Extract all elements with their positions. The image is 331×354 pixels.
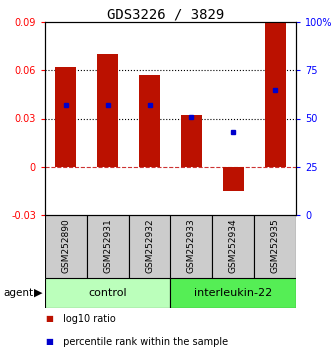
Bar	[56, 67, 76, 167]
Bar	[212, 215, 254, 278]
Text: percentile rank within the sample: percentile rank within the sample	[60, 337, 228, 347]
Text: ▶: ▶	[34, 288, 42, 298]
Bar	[97, 54, 118, 167]
Bar	[139, 75, 160, 167]
Text: GSM252932: GSM252932	[145, 218, 154, 273]
Text: GSM252890: GSM252890	[62, 218, 71, 273]
Text: ■: ■	[45, 337, 53, 346]
Text: log10 ratio: log10 ratio	[60, 314, 116, 324]
Text: GSM252935: GSM252935	[270, 218, 280, 273]
Bar	[45, 215, 87, 278]
Text: GSM252933: GSM252933	[187, 218, 196, 273]
Text: agent: agent	[3, 288, 33, 298]
Text: ■: ■	[45, 314, 53, 323]
Text: GSM252931: GSM252931	[103, 218, 112, 273]
Text: GDS3226 / 3829: GDS3226 / 3829	[107, 8, 224, 22]
Bar	[181, 115, 202, 167]
Bar	[170, 215, 212, 278]
Text: GSM252934: GSM252934	[229, 218, 238, 273]
Bar	[254, 215, 296, 278]
Bar	[223, 167, 244, 191]
Bar	[170, 278, 296, 308]
Text: control: control	[88, 288, 127, 298]
Text: interleukin-22: interleukin-22	[194, 288, 272, 298]
Bar	[264, 21, 286, 167]
Bar	[45, 278, 170, 308]
Bar	[129, 215, 170, 278]
Bar	[87, 215, 129, 278]
